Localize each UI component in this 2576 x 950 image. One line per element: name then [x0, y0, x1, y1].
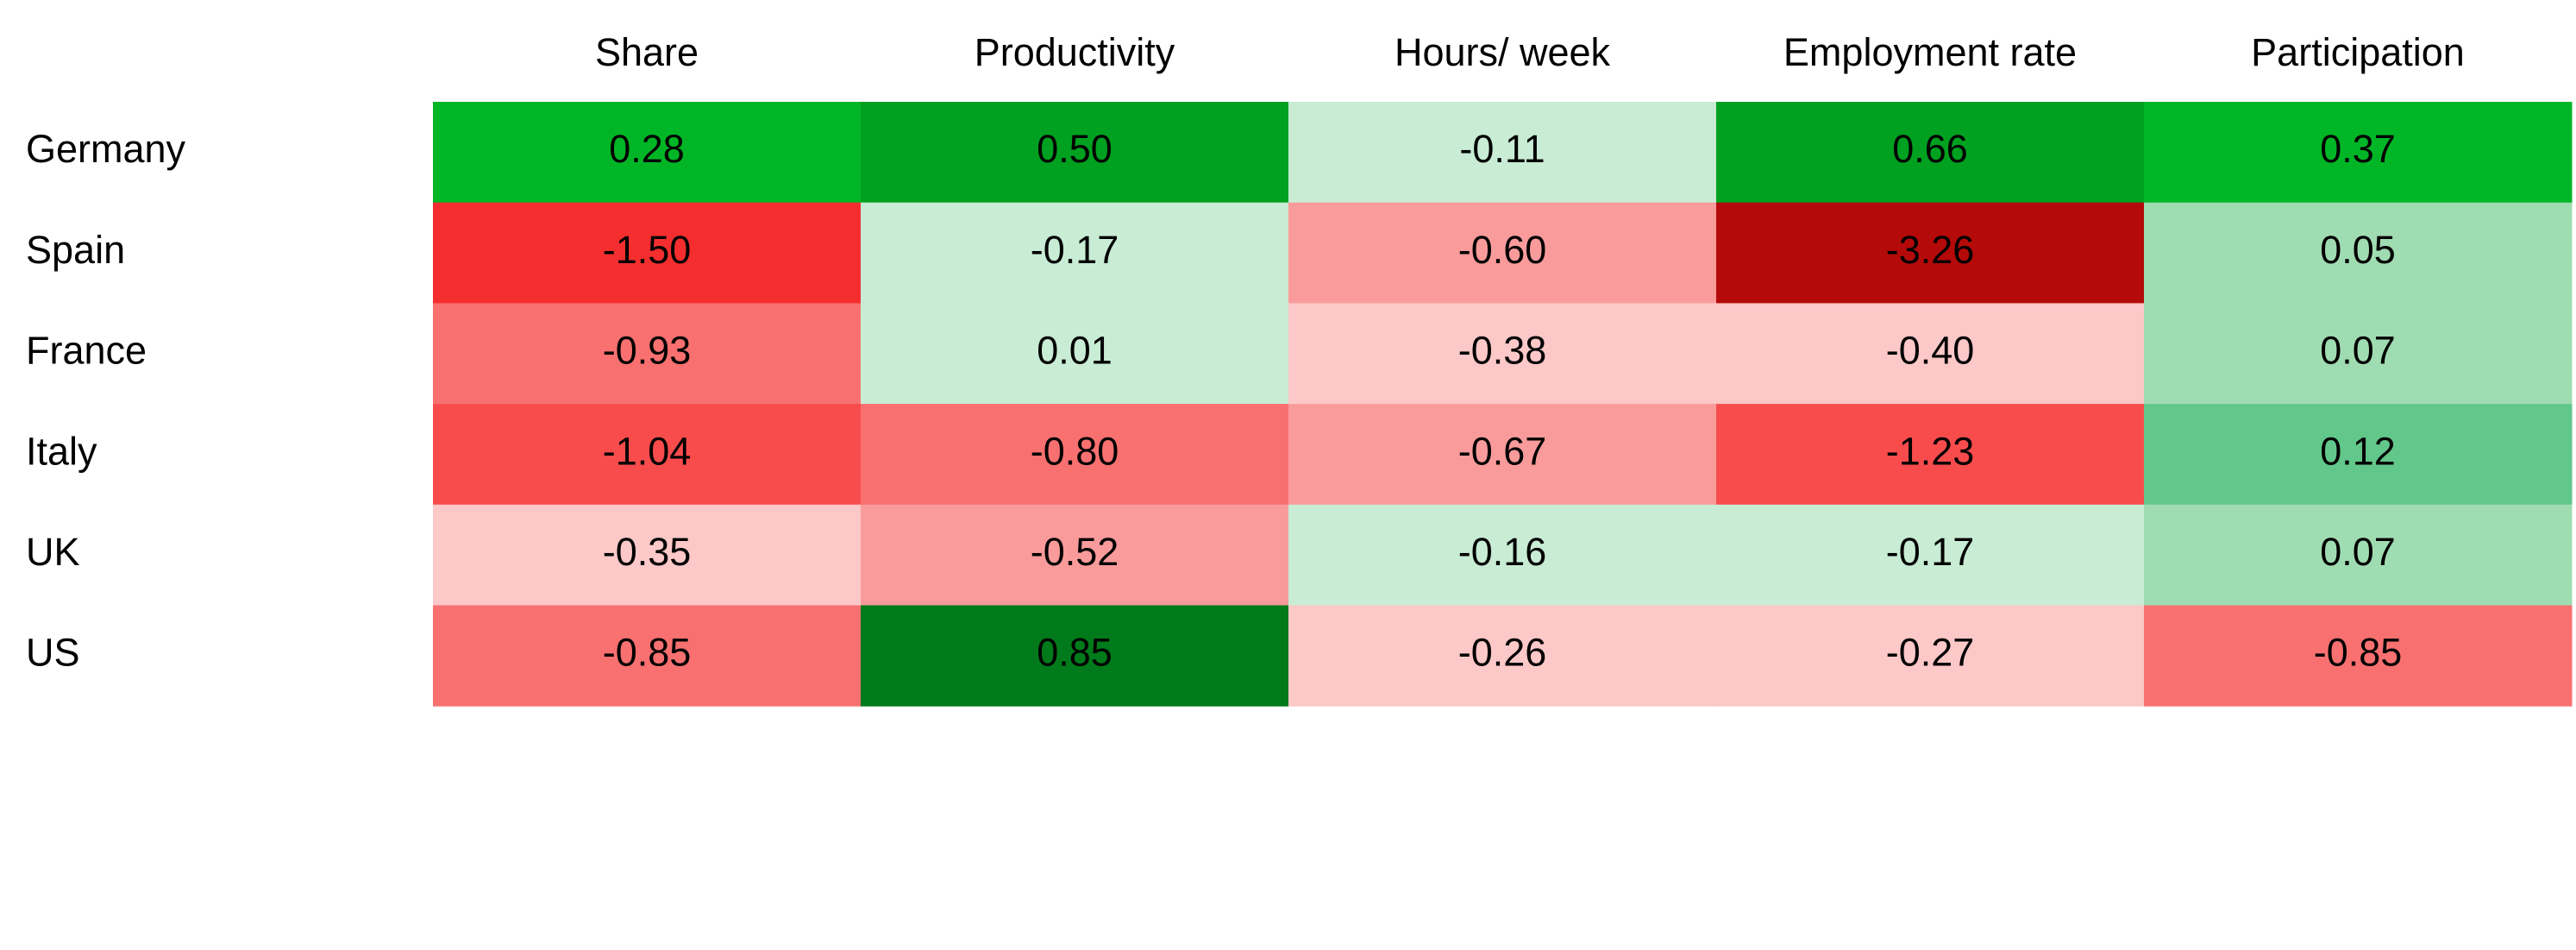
row-label: France — [26, 329, 147, 373]
row-label: Germany — [26, 127, 186, 171]
cell-label: -0.52 — [1031, 530, 1119, 574]
column-header: Hours/ week — [1395, 30, 1611, 74]
cell-label: -0.85 — [603, 631, 692, 675]
cell — [1716, 605, 2145, 707]
row-label: UK — [26, 530, 80, 574]
cell-label: -0.11 — [1459, 127, 1545, 171]
cell — [861, 404, 1289, 506]
cell — [433, 303, 862, 405]
cell — [1288, 504, 1717, 606]
cell — [2144, 504, 2573, 606]
cell — [433, 605, 862, 707]
cell-label: -0.26 — [1458, 631, 1547, 675]
cell-label: -0.85 — [2314, 631, 2403, 675]
cell — [861, 504, 1289, 606]
cell-label: -0.16 — [1458, 530, 1547, 574]
cell — [2144, 605, 2573, 707]
cell — [433, 404, 862, 506]
cell — [2144, 202, 2573, 304]
cell — [1716, 404, 2145, 506]
row-label: US — [26, 631, 80, 675]
cell-label: 0.28 — [609, 127, 685, 171]
column-header: Employment rate — [1783, 30, 2077, 74]
cell-label: -3.26 — [1886, 228, 1975, 272]
cell-label: 0.85 — [1037, 631, 1113, 675]
column-header: Participation — [2251, 30, 2465, 74]
cell-label: -0.60 — [1458, 228, 1547, 272]
cell-label: -0.38 — [1458, 329, 1547, 373]
cell — [1288, 404, 1717, 506]
cell-label: -0.67 — [1458, 429, 1547, 473]
cell-label: 0.07 — [2320, 329, 2396, 373]
cell-label: 0.07 — [2320, 530, 2396, 574]
cell-label: 0.37 — [2320, 127, 2396, 171]
cell — [1716, 303, 2145, 405]
cell — [1288, 605, 1717, 707]
column-header: Productivity — [975, 30, 1175, 74]
row-label: Spain — [26, 228, 125, 272]
cell-label: -1.50 — [603, 228, 692, 272]
cell-label: 0.05 — [2320, 228, 2396, 272]
cell-label: -0.17 — [1031, 228, 1119, 272]
cell-label: -0.17 — [1886, 530, 1975, 574]
cell — [433, 202, 862, 304]
cell — [1716, 504, 2145, 606]
cell — [433, 102, 862, 204]
cell — [861, 102, 1289, 204]
cell — [2144, 102, 2573, 204]
cell-label: -1.04 — [603, 429, 692, 473]
cell-label: 0.50 — [1037, 127, 1113, 171]
cell — [1716, 102, 2145, 204]
cell — [1288, 303, 1717, 405]
cell — [433, 504, 862, 606]
cell — [1716, 202, 2145, 304]
cell — [1288, 102, 1717, 204]
cell-label: 0.66 — [1892, 127, 1968, 171]
cell-label: -0.35 — [603, 530, 692, 574]
cell — [1288, 202, 1717, 304]
cell-label: 0.01 — [1037, 329, 1113, 373]
cell-label: -0.27 — [1886, 631, 1975, 675]
cell — [2144, 303, 2573, 405]
cell-label: -0.80 — [1031, 429, 1119, 473]
row-label: Italy — [26, 429, 97, 473]
cell — [861, 303, 1289, 405]
cell-label: 0.12 — [2320, 429, 2396, 473]
cell-label: -0.40 — [1886, 329, 1975, 373]
cell — [861, 202, 1289, 304]
cell-label: -0.93 — [603, 329, 692, 373]
column-header: Share — [595, 30, 699, 74]
cell — [2144, 404, 2573, 506]
cell-label: -1.23 — [1886, 429, 1975, 473]
cell — [861, 605, 1289, 707]
